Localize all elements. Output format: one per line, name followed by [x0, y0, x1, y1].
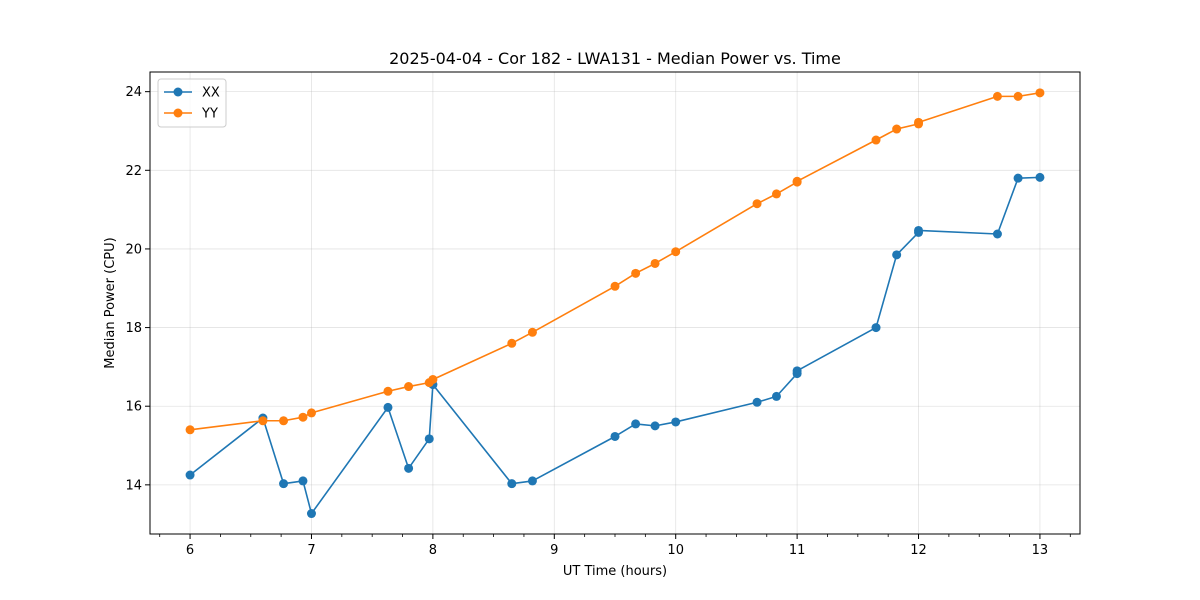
- legend-marker-xx: [173, 87, 183, 97]
- x-tick-label: 8: [429, 543, 437, 558]
- x-tick-label: 10: [667, 543, 684, 558]
- data-point-xx: [404, 463, 414, 473]
- data-point-yy: [185, 425, 195, 435]
- chart-title: 2025-04-04 - Cor 182 - LWA131 - Median P…: [389, 49, 841, 68]
- y-tick-label: 16: [125, 400, 142, 415]
- x-axis-label: UT Time (hours): [563, 564, 667, 579]
- data-point-xx: [185, 470, 195, 480]
- legend: XX YY: [157, 78, 227, 128]
- data-point-yy: [298, 412, 308, 422]
- y-tick-label: 14: [125, 478, 142, 493]
- data-point-yy: [914, 117, 924, 127]
- data-point-xx: [527, 476, 537, 486]
- data-point-xx: [631, 419, 641, 429]
- data-point-yy: [1035, 88, 1045, 98]
- data-point-xx: [992, 229, 1002, 239]
- data-point-xx: [306, 509, 316, 519]
- x-tick-label: 6: [186, 543, 194, 558]
- data-point-yy: [610, 281, 620, 291]
- data-point-yy: [306, 408, 316, 418]
- data-point-yy: [892, 124, 902, 134]
- data-point-yy: [792, 176, 802, 186]
- data-point-xx: [871, 323, 881, 333]
- data-point-xx: [650, 421, 660, 431]
- data-point-xx: [914, 225, 924, 235]
- data-point-yy: [258, 416, 268, 426]
- data-point-xx: [771, 391, 781, 401]
- data-point-yy: [752, 199, 762, 209]
- legend-marker-yy: [173, 108, 183, 118]
- y-tick-label: 18: [125, 321, 142, 336]
- x-tick-label: 11: [789, 543, 806, 558]
- legend-label-xx: XX: [202, 86, 220, 101]
- data-point-yy: [671, 247, 681, 257]
- y-axis-label: Median Power (CPU): [103, 237, 118, 368]
- y-tick-label: 22: [125, 164, 142, 179]
- data-point-yy: [527, 327, 537, 337]
- x-tick-label: 12: [910, 543, 927, 558]
- data-point-yy: [279, 416, 289, 426]
- y-tick-label: 24: [125, 85, 142, 100]
- series-layer: [185, 88, 1045, 519]
- data-point-xx: [1013, 173, 1023, 183]
- data-point-yy: [1013, 91, 1023, 101]
- data-point-yy: [404, 382, 414, 392]
- data-point-yy: [507, 338, 517, 348]
- y-tick-label: 20: [125, 242, 142, 257]
- data-point-yy: [631, 268, 641, 278]
- legend-label-yy: YY: [201, 107, 218, 122]
- data-point-xx: [752, 397, 762, 407]
- series-line-xx: [189, 176, 1040, 515]
- data-point-yy: [383, 386, 393, 396]
- data-point-xx: [383, 402, 393, 412]
- data-point-xx: [279, 479, 289, 489]
- x-tick-label: 7: [307, 543, 315, 558]
- ticks-layer: 6 7 8 9 10 11 12 13 14 16 18 20 22 24: [125, 85, 1071, 558]
- data-point-xx: [424, 434, 434, 444]
- x-tick-label: 9: [550, 543, 558, 558]
- data-point-xx: [792, 366, 802, 376]
- data-point-yy: [650, 258, 660, 268]
- data-point-xx: [507, 479, 517, 489]
- data-point-xx: [610, 431, 620, 441]
- data-point-yy: [992, 91, 1002, 101]
- data-point-yy: [871, 135, 881, 145]
- data-point-yy: [771, 189, 781, 199]
- data-point-xx: [671, 417, 681, 427]
- data-point-xx: [1035, 172, 1045, 182]
- x-tick-label: 13: [1032, 543, 1049, 558]
- data-point-yy: [428, 374, 438, 384]
- data-point-xx: [298, 476, 308, 486]
- data-point-xx: [892, 250, 902, 260]
